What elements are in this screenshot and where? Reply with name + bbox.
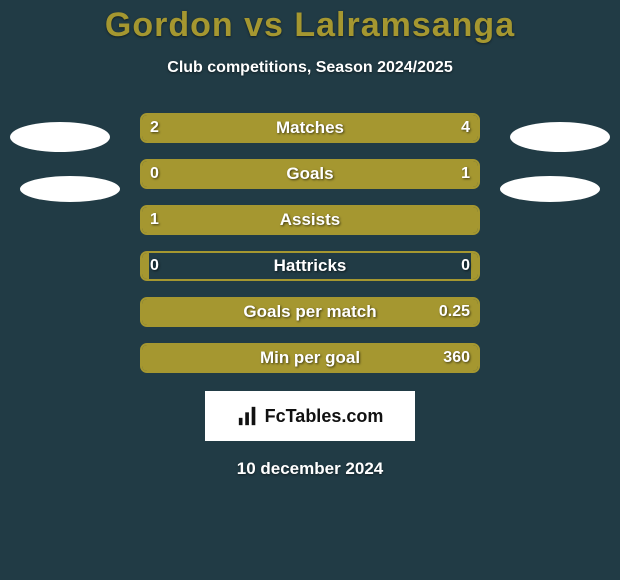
comparison-row: 0 Goals 1: [140, 159, 480, 189]
bar-chart-icon: [237, 405, 259, 427]
comparison-row: Min per goal 360: [140, 343, 480, 373]
player-left-avatar-ellipse-2: [20, 176, 120, 202]
bar-track: [140, 251, 480, 281]
bar-track: [140, 343, 480, 373]
bar-right-fill: [149, 299, 478, 325]
page-subtitle: Club competitions, Season 2024/2025: [0, 59, 620, 77]
watermark-text: FcTables.com: [265, 406, 384, 427]
comparison-rows: 2 Matches 4 0 Goals 1 1 Assists: [0, 113, 620, 373]
page-root: Gordon vs Lalramsanga Club competitions,…: [0, 0, 620, 580]
bar-left-fill: [142, 345, 149, 371]
comparison-row: 1 Assists: [140, 205, 480, 235]
page-title: Gordon vs Lalramsanga: [0, 0, 620, 45]
player-right-avatar-ellipse-2: [500, 176, 600, 202]
bar-track: [140, 205, 480, 235]
player-right-avatar-ellipse-1: [510, 122, 610, 152]
bar-track: [140, 113, 480, 143]
comparison-row: 0 Hattricks 0: [140, 251, 480, 281]
bar-track: [140, 297, 480, 327]
comparison-row: 2 Matches 4: [140, 113, 480, 143]
footer-date: 10 december 2024: [0, 459, 620, 479]
bar-left-fill: [142, 115, 243, 141]
bar-track: [140, 159, 480, 189]
bar-left-fill: [142, 253, 149, 279]
bar-right-fill: [149, 345, 478, 371]
bar-right-fill: [243, 115, 478, 141]
comparison-row: Goals per match 0.25: [140, 297, 480, 327]
bar-right-fill: [202, 161, 478, 187]
bar-left-fill: [142, 161, 202, 187]
bar-left-fill: [142, 207, 478, 233]
bar-right-fill: [471, 253, 478, 279]
bar-left-fill: [142, 299, 149, 325]
player-left-avatar-ellipse-1: [10, 122, 110, 152]
watermark-box: FcTables.com: [205, 391, 415, 441]
